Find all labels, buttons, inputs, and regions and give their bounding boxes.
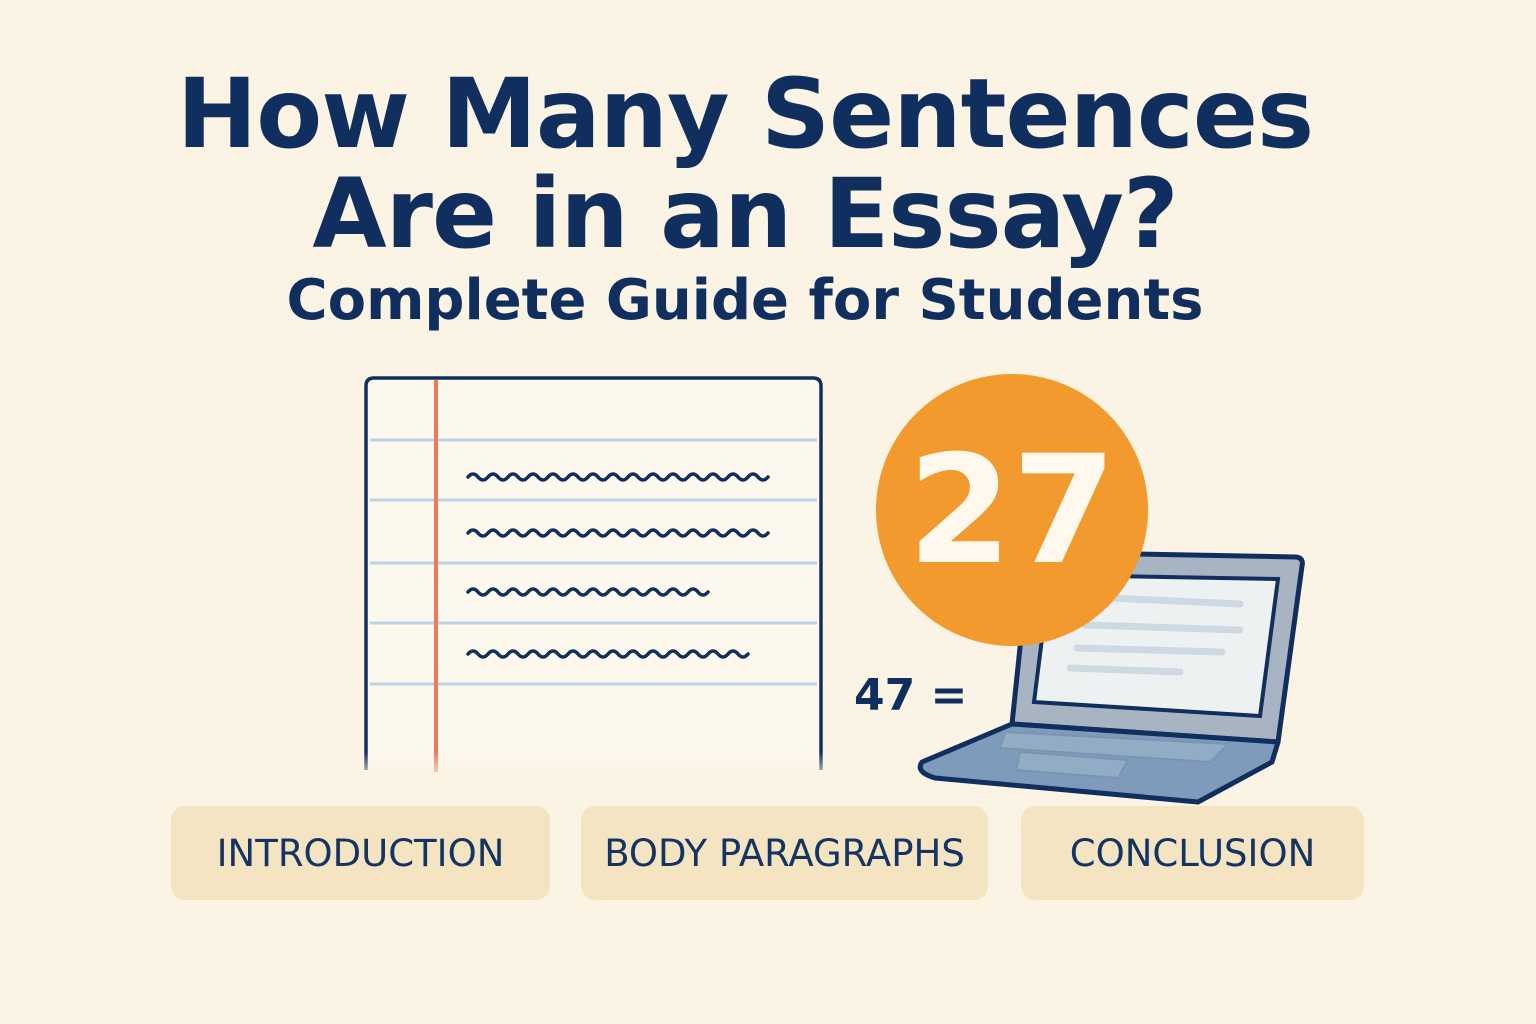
section-conclusion: CONCLUSION	[1021, 806, 1364, 900]
handwriting-line	[466, 472, 770, 482]
section-introduction: INTRODUCTION	[171, 806, 550, 900]
section-body-paragraphs: BODY PARAGRAPHS	[581, 806, 988, 900]
equation-text: 47 =	[854, 670, 968, 721]
notebook-page-icon	[360, 376, 830, 782]
subtitle: Complete Guide for Students	[286, 268, 1204, 333]
title-line-1: How Many Sentences	[176, 58, 1314, 170]
handwriting-line	[466, 587, 710, 597]
handwriting-line	[466, 528, 770, 538]
badge-number: 27	[908, 424, 1117, 598]
handwriting-line	[466, 649, 750, 659]
number-badge: 27	[876, 374, 1148, 646]
title-line-2: Are in an Essay?	[312, 158, 1178, 270]
